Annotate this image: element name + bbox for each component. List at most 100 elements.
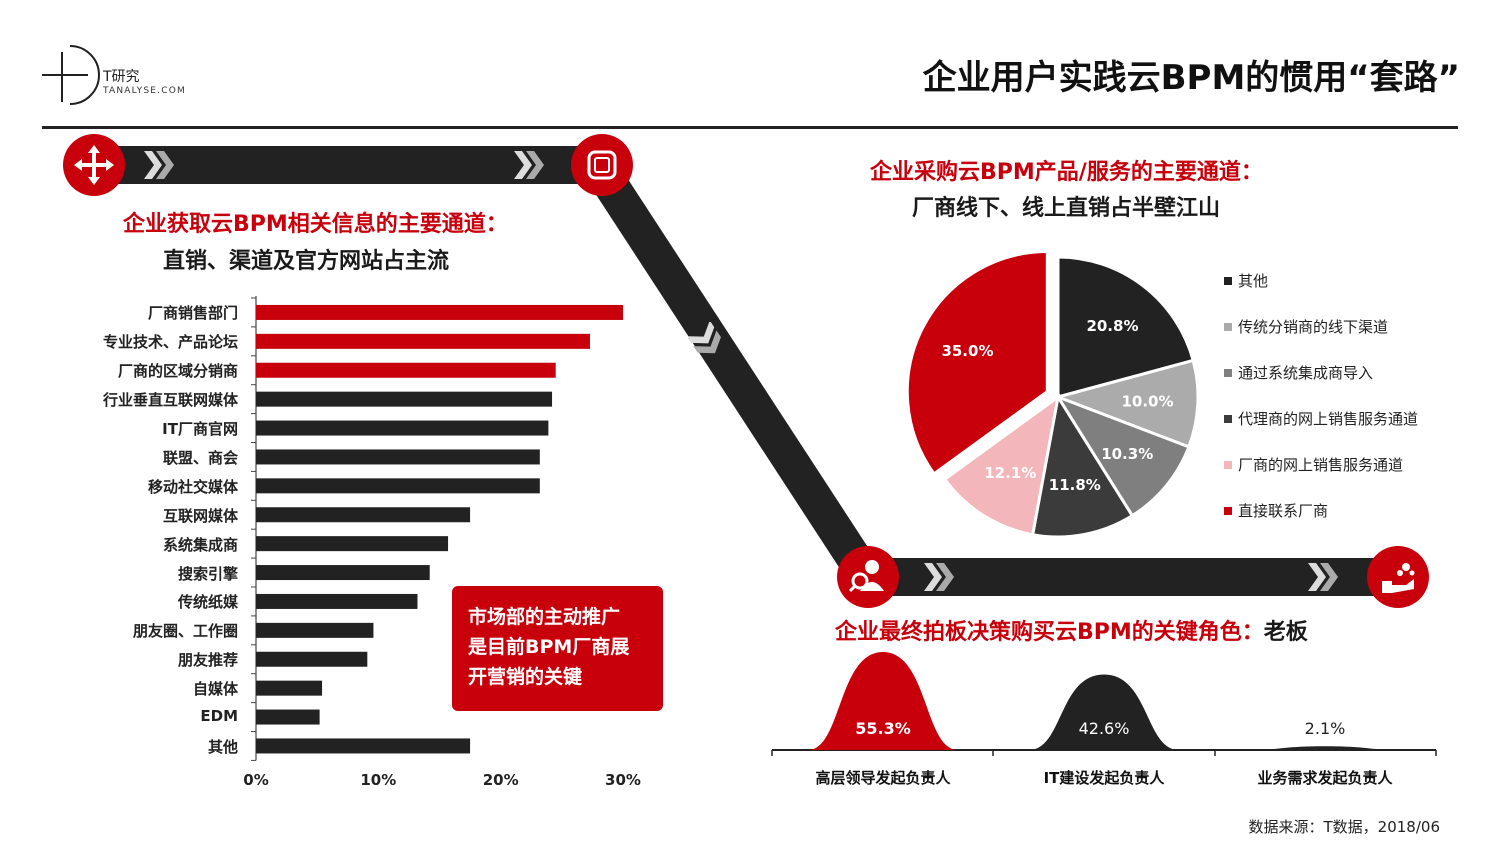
legend-swatch	[1224, 414, 1232, 423]
legend-swatch	[1224, 460, 1232, 469]
bar-category-label: 互联网媒体	[162, 506, 238, 525]
decision-subtitle: 企业最终拍板决策购买云BPM的关键角色：老板	[835, 614, 1308, 646]
expand-arrows-icon	[63, 134, 125, 196]
role-category-label: 业务需求发起负责人	[1257, 769, 1393, 787]
legend-label: 厂商的网上销售服务通道	[1238, 456, 1404, 474]
x-tick-label: 0%	[243, 771, 269, 789]
role-mound	[1250, 746, 1400, 750]
bar-category-label: EDM	[200, 707, 238, 726]
bar	[256, 333, 590, 349]
bar-category-label: 自媒体	[192, 680, 238, 699]
pie-slice-label: 10.0%	[1121, 393, 1173, 411]
x-tick-label: 20%	[482, 771, 519, 789]
role-value-label: 55.3%	[855, 719, 911, 738]
header-divider	[42, 126, 1458, 129]
bar	[256, 420, 549, 436]
decision-subtitle-black: 老板	[1263, 620, 1308, 645]
x-tick-label: 10%	[360, 771, 397, 789]
bar-category-label: 厂商销售部门	[147, 304, 238, 323]
legend-item: 厂商的网上销售服务通道	[1224, 454, 1403, 475]
role-mound	[808, 652, 958, 750]
pie-slice-label: 20.8%	[1086, 317, 1138, 335]
role-category-label: 高层领导发起负责人	[815, 769, 951, 787]
key-insight-callout: 市场部的主动推广 是目前BPM厂商展 开营销的关键	[452, 586, 663, 711]
bar-category-label: 其他	[207, 737, 238, 756]
chevron-down-icon	[688, 322, 721, 354]
role-mound	[1029, 674, 1179, 750]
left-subtitle-black: 直销、渠道及官方网站占主流	[163, 249, 450, 274]
person-search-icon	[837, 546, 899, 608]
data-source: 数据来源：T数据，2018/06	[1248, 818, 1440, 836]
x-tick-label: 30%	[605, 771, 641, 789]
pie-slice-label: 10.3%	[1101, 445, 1153, 463]
role-value-label: 42.6%	[1079, 719, 1130, 738]
channel-bar-chart	[251, 296, 623, 761]
left-subtitle-red: 企业获取云BPM相关信息的主要通道：	[123, 212, 508, 237]
bar	[256, 362, 556, 378]
bar	[256, 680, 323, 696]
bar-category-label: 搜索引擎	[177, 564, 238, 583]
legend-label: 传统分销商的线下渠道	[1238, 318, 1389, 336]
bar	[256, 391, 553, 407]
bar-category-label: 移动社交媒体	[147, 477, 238, 496]
chevron-right-icon	[144, 151, 174, 179]
bar-category-label: 传统纸媒	[177, 593, 238, 612]
bar-category-label: 朋友圈、工作圈	[132, 622, 238, 641]
role-category-label: IT建设发起负责人	[1043, 769, 1165, 787]
callout-line: 市场部的主动推广	[468, 606, 621, 628]
pie-slice-label: 12.1%	[984, 464, 1036, 482]
decision-subtitle-red: 企业最终拍板决策购买云BPM的关键角色：	[835, 620, 1264, 645]
pie-subtitle-red: 企业采购云BPM产品/服务的主要通道：	[870, 160, 1263, 185]
legend-item: 直接联系厂商	[1224, 500, 1328, 521]
pie-slice	[1030, 392, 1135, 539]
bar-category-label: 联盟、商会	[162, 448, 238, 467]
brand-logo-icon	[42, 45, 100, 105]
legend-swatch	[1224, 276, 1232, 285]
bar-category-label: 专业技术、产品论坛	[102, 333, 238, 352]
legend-item: 代理商的网上销售服务通道	[1224, 408, 1418, 429]
bar	[256, 738, 471, 754]
legend-label: 通过系统集成商导入	[1238, 364, 1374, 382]
bar	[256, 304, 623, 320]
bar	[256, 536, 449, 552]
bar-category-label: 系统集成商	[162, 535, 238, 554]
bar	[256, 593, 418, 609]
chevron-right-icon	[514, 151, 544, 179]
legend-label: 代理商的网上销售服务通道	[1238, 410, 1419, 428]
pie-subtitle-black: 厂商线下、线上直销占半壁江山	[912, 196, 1221, 221]
brand-domain: TANALYSE.COM	[103, 86, 186, 96]
pie-slice	[1056, 255, 1195, 399]
bar	[256, 622, 374, 638]
legend-item: 通过系统集成商导入	[1224, 362, 1373, 383]
pie-slice-label: 35.0%	[941, 342, 993, 360]
bar-category-label: IT厂商官网	[162, 420, 238, 439]
legend-item: 其他	[1224, 270, 1268, 291]
legend-swatch	[1224, 506, 1232, 515]
bar	[256, 478, 540, 494]
chevron-right-icon	[1308, 563, 1338, 591]
decision-role-chart: 55.3% 42.6% 2.1%	[771, 652, 1437, 756]
callout-line: 开营销的关键	[468, 666, 583, 688]
pie-slice	[905, 250, 1049, 476]
pie-slice	[1054, 394, 1191, 518]
pie-slice	[1053, 358, 1200, 449]
legend-item: 传统分销商的线下渠道	[1224, 316, 1388, 337]
money-hand-icon	[1367, 546, 1429, 608]
chevron-right-icon	[924, 563, 954, 591]
legend-label: 其他	[1238, 272, 1269, 290]
bar	[256, 709, 320, 725]
bar	[256, 449, 540, 465]
device-icon	[571, 134, 633, 196]
role-value-label: 2.1%	[1305, 719, 1346, 738]
bar-category-label: 朋友推荐	[177, 651, 238, 670]
legend-swatch	[1224, 368, 1232, 377]
bar-category-label: 厂商的区域分销商	[117, 362, 238, 381]
bar-category-label: 行业垂直互联网媒体	[102, 391, 238, 410]
brand-name: T研究	[103, 69, 140, 85]
bar	[256, 507, 471, 523]
bar	[256, 651, 368, 667]
callout-line: 是目前BPM厂商展	[468, 636, 630, 658]
legend-label: 直接联系厂商	[1238, 502, 1329, 520]
page-title: 企业用户实践云BPM的惯用“套路”	[922, 58, 1460, 98]
pie-slice	[942, 393, 1061, 537]
